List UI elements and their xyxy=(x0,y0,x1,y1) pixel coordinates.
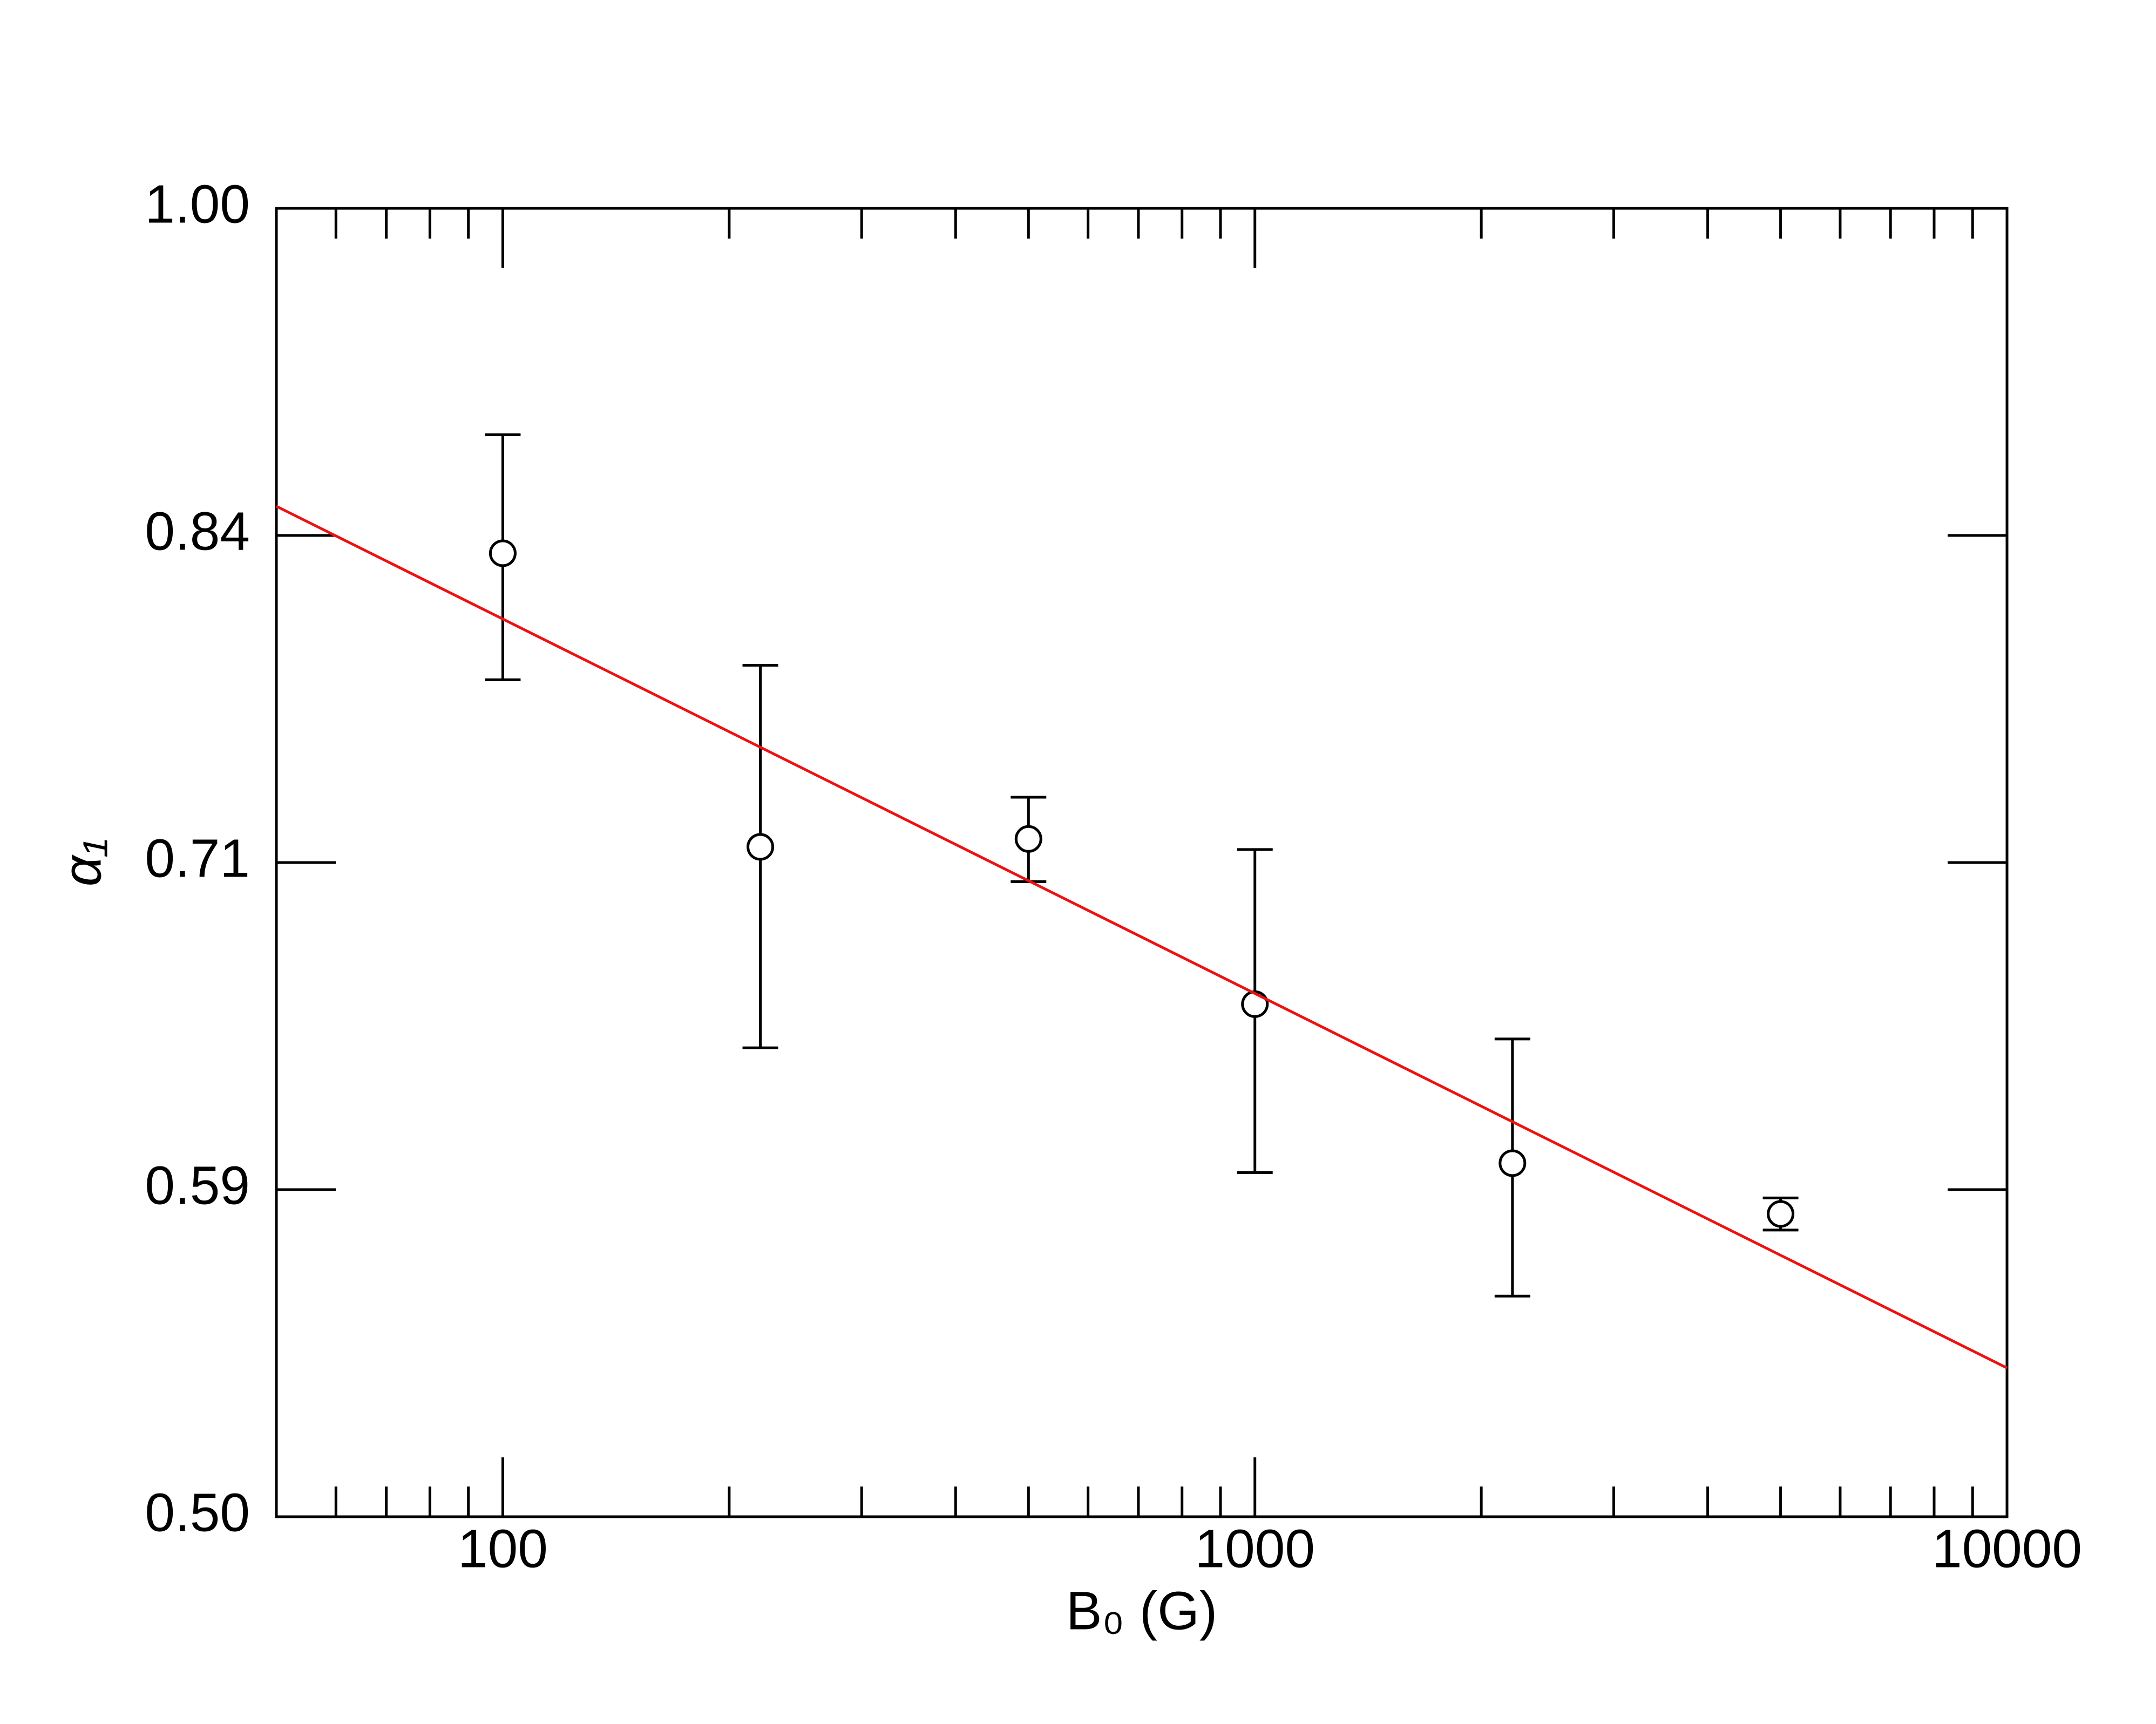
y-tick-label: 0.84 xyxy=(145,501,250,561)
x-axis-label: B₀ (G) xyxy=(1066,1580,1217,1641)
data-point xyxy=(1767,1200,1795,1228)
x-tick-label: 100 xyxy=(458,1518,548,1579)
plot-frame xyxy=(275,207,2009,1518)
x-tick-label: 10000 xyxy=(1932,1518,2082,1579)
data-point xyxy=(747,833,775,861)
fit-line xyxy=(275,505,2008,1369)
y-tick-label: 1.00 xyxy=(145,174,250,234)
data-point xyxy=(1241,990,1269,1018)
x-tick-label: 1000 xyxy=(1195,1518,1314,1579)
y-tick-label: 0.71 xyxy=(145,828,250,888)
y-axis-label: α₁ xyxy=(52,839,112,887)
y-tick-label: 0.59 xyxy=(145,1155,250,1216)
data-point xyxy=(1499,1149,1527,1177)
y-tick-label: 0.50 xyxy=(145,1482,250,1543)
data-point xyxy=(489,539,517,567)
data-point xyxy=(1014,825,1042,853)
